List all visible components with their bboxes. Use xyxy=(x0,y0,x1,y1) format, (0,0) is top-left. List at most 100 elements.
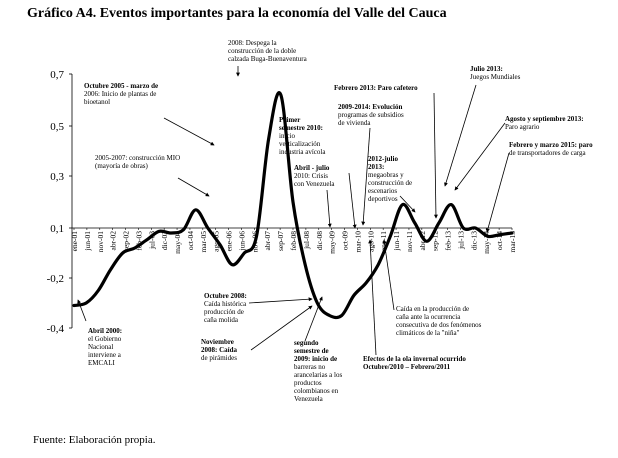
x-tick-label: dic-03 xyxy=(160,231,169,250)
annotation-text: barreras no xyxy=(294,363,326,371)
annotation-arrow xyxy=(326,189,332,228)
annotation-17: Efectos de la ola invernal ocurridoOctub… xyxy=(363,239,466,371)
x-tick-label: sep-12 xyxy=(431,231,440,251)
annotation-12: Abril 2000:el GobiernoNacionalinterviene… xyxy=(77,299,122,367)
annotation-text: interviene a xyxy=(88,351,122,359)
series-line xyxy=(72,91,514,320)
plot-area: 0,7 0,5 0,3 0,1 -0,2 -0,4 ene-01 jun-01 nov-01 ab… xyxy=(47,69,517,335)
annotation-text: Octubre 2008: xyxy=(204,292,247,300)
x-tick-label: sep-02 xyxy=(122,231,131,251)
annotation-text: Abril 2000: xyxy=(88,327,122,335)
annotation-arrow xyxy=(399,195,416,213)
annotation-text: Noviembre xyxy=(201,338,234,346)
annotation-text: construcción de la doble xyxy=(228,47,296,55)
y-tick-label: 0,5 xyxy=(50,121,64,133)
x-tick-label: abr-12 xyxy=(418,231,427,251)
annotation-arrow xyxy=(382,239,395,311)
x-tick-label: may-04 xyxy=(173,231,182,254)
annotation-text: Nacional xyxy=(88,343,113,351)
x-tick-label: oct-09 xyxy=(341,231,350,250)
annotation-arrow xyxy=(348,172,357,229)
annotation-arrow xyxy=(454,122,506,191)
annotation-arrow xyxy=(361,127,371,226)
annotation-text: Agosto y septiembre 2013: xyxy=(505,115,584,123)
x-tick-label: oct-04 xyxy=(186,231,195,250)
annotation-text: Efectos de la ola invernal ocurrido xyxy=(363,355,466,363)
annotation-text: (mayoría de obras) xyxy=(95,162,149,170)
x-tick-label: oct-14 xyxy=(495,231,504,250)
y-tick-label: 0,7 xyxy=(50,69,64,81)
annotation-text: Abril - julio xyxy=(294,164,330,172)
x-tick-label: mar-15 xyxy=(508,231,517,253)
annotation-text: bioetanol xyxy=(84,98,110,106)
annotation-text: semestre 2010: xyxy=(279,124,323,132)
annotation-arrow xyxy=(304,296,323,342)
x-tick-label: abr-07 xyxy=(263,231,272,251)
annotation-text: 2005-2007: construcción MIO xyxy=(95,154,180,162)
annotation-text: escenarios xyxy=(368,187,397,195)
annotation-text: de transportadores de carga xyxy=(509,149,587,157)
x-tick-label: ene-01 xyxy=(70,231,79,252)
x-tick-label: jun-11 xyxy=(392,231,401,252)
annotation-text: 2006: Inicio de plantas de xyxy=(84,90,156,98)
annotation-arrow xyxy=(77,299,87,322)
annotation-text: 2008: Caída xyxy=(201,346,237,354)
annotation-arrow xyxy=(177,177,210,197)
annotation-text: el Gobierno xyxy=(88,335,122,343)
x-tick-label: mar-05 xyxy=(199,231,208,253)
x-tick-label: nov-11 xyxy=(405,231,414,252)
annotation-10: Agosto y septiembre 2013:Paro agrario xyxy=(454,115,584,191)
annotation-text: 2010: Crisis xyxy=(294,172,328,180)
x-tick-label: dic-13 xyxy=(469,231,478,250)
annotation-text: industria avícola xyxy=(279,148,326,156)
x-tick-label: feb-13 xyxy=(444,231,453,251)
annotation-text: caña ante la ocurrencia xyxy=(396,313,461,321)
annotation-text: productos xyxy=(294,379,322,387)
annotation-text: de vivienda xyxy=(338,119,371,127)
annotation-text: EMCALI xyxy=(88,359,116,367)
annotation-text: Juegos Mundiales xyxy=(470,73,521,81)
annotation-text: producción de xyxy=(204,308,244,316)
annotation-text: climáticos de la "niña" xyxy=(396,329,460,337)
x-tick-label: may-09 xyxy=(328,231,337,254)
y-tick-label: -0,2 xyxy=(47,273,64,285)
annotation-arrow xyxy=(250,305,313,351)
annotation-text: con Venezuela xyxy=(294,180,335,188)
annotation-text: segundo xyxy=(294,339,319,347)
source-note: Fuente: Elaboración propia. xyxy=(33,434,156,446)
annotation-arrow xyxy=(444,84,477,187)
annotation-text: 2012-julio xyxy=(368,155,398,163)
x-tick-label: feb-08 xyxy=(289,231,298,251)
annotation-arrow xyxy=(485,152,510,233)
annotation-3: 2005-2007: construcción MIO(mayoría de o… xyxy=(95,154,210,197)
x-tick-label: mar-10 xyxy=(353,231,362,253)
annotation-text: programas de subsidios xyxy=(338,111,404,119)
annotation-text: Caída histórica xyxy=(204,300,247,308)
annotation-6: Febrero 2013: Paro cafetero xyxy=(334,84,438,219)
x-tick-label: jun-01 xyxy=(83,231,92,252)
annotation-9: Julio 2013:Juegos Mundiales xyxy=(444,65,521,187)
annotation-text: Primer xyxy=(279,116,300,124)
annotation-text: Octubre 2005 - marzo de xyxy=(84,82,158,90)
annotation-text: calzada Buga-Buenaventura xyxy=(228,55,308,63)
x-tick-label: feb-03 xyxy=(134,231,143,251)
annotation-text: 2009-2014: Evolución xyxy=(338,103,402,111)
annotation-text: colombianos en xyxy=(294,387,339,395)
annotation-text: consecutiva de dos fenómenos xyxy=(396,321,482,329)
annotation-text: Caída en la producción de xyxy=(396,305,469,313)
annotation-text: verticalización xyxy=(279,140,321,148)
annotation-text: deportivos xyxy=(368,195,398,203)
annotation-text: Octubre/2010 – Febrero/2011 xyxy=(363,363,451,371)
annotation-text: de pirámides xyxy=(201,354,237,362)
annotation-arrow xyxy=(368,239,377,356)
